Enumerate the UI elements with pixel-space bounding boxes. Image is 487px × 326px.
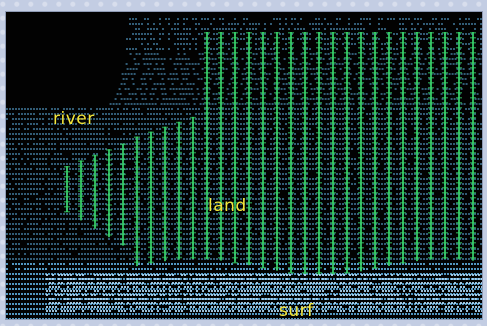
grid-dots-canvas: [6, 12, 482, 319]
grid-photo: river land surf: [6, 12, 482, 319]
grid-pattern: [6, 18, 482, 319]
label-river: river: [53, 109, 95, 129]
label-surf: surf: [279, 301, 314, 319]
label-land: land: [208, 196, 247, 216]
